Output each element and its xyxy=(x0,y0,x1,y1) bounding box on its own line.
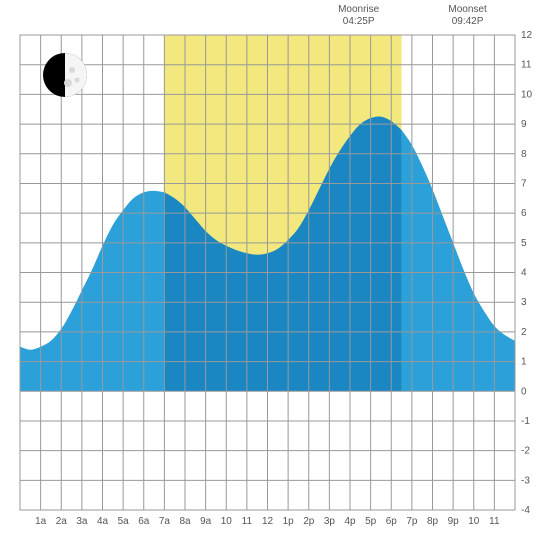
x-tick-label: 2a xyxy=(56,516,68,527)
x-tick-label: 8a xyxy=(179,516,191,527)
x-tick-label: 3p xyxy=(324,516,336,527)
y-tick-label: 12 xyxy=(521,30,533,41)
y-tick-label: 6 xyxy=(521,208,527,219)
moonrise-label: Moonrise xyxy=(338,4,380,15)
x-tick-label: 1p xyxy=(283,516,295,527)
y-tick-label: 3 xyxy=(521,297,527,308)
moon-phase-icon xyxy=(43,53,87,97)
x-tick-label: 6a xyxy=(138,516,150,527)
x-tick-label: 4p xyxy=(344,516,356,527)
x-tick-label: 5p xyxy=(365,516,377,527)
x-tick-label: 6p xyxy=(386,516,398,527)
x-tick-label: 9p xyxy=(448,516,460,527)
x-tick-label: 1a xyxy=(35,516,47,527)
y-tick-label: 4 xyxy=(521,268,527,279)
y-tick-label: 2 xyxy=(521,327,527,338)
moonset-value: 09:42P xyxy=(452,16,484,27)
x-tick-label: 10 xyxy=(468,516,480,527)
x-tick-label: 9a xyxy=(200,516,212,527)
x-tick-label: 12 xyxy=(262,516,274,527)
y-tick-label: 7 xyxy=(521,178,527,189)
y-tick-label: -3 xyxy=(521,475,530,486)
x-tick-label: 4a xyxy=(97,516,109,527)
y-tick-label: -1 xyxy=(521,416,530,427)
tide-chart: -4-3-2-101234567891011121a2a3a4a5a6a7a8a… xyxy=(0,0,550,550)
moonrise-value: 04:25P xyxy=(343,16,375,27)
y-tick-label: 10 xyxy=(521,89,533,100)
y-tick-label: 9 xyxy=(521,119,527,130)
x-tick-label: 3a xyxy=(76,516,88,527)
y-tick-label: 0 xyxy=(521,386,527,397)
x-tick-label: 7a xyxy=(159,516,171,527)
x-tick-label: 10 xyxy=(221,516,233,527)
chart-svg: -4-3-2-101234567891011121a2a3a4a5a6a7a8a… xyxy=(0,0,550,550)
y-tick-label: 5 xyxy=(521,238,527,249)
x-tick-label: 11 xyxy=(489,516,500,527)
y-tick-label: 1 xyxy=(521,357,527,368)
y-tick-label: -2 xyxy=(521,446,530,457)
x-tick-label: 7p xyxy=(406,516,418,527)
moonset-label: Moonset xyxy=(448,4,487,15)
y-tick-label: 11 xyxy=(521,60,532,71)
x-tick-label: 5a xyxy=(118,516,130,527)
x-tick-label: 11 xyxy=(242,516,253,527)
y-tick-label: 8 xyxy=(521,149,527,160)
x-tick-label: 8p xyxy=(427,516,439,527)
x-tick-label: 2p xyxy=(303,516,315,527)
y-tick-label: -4 xyxy=(521,505,530,516)
